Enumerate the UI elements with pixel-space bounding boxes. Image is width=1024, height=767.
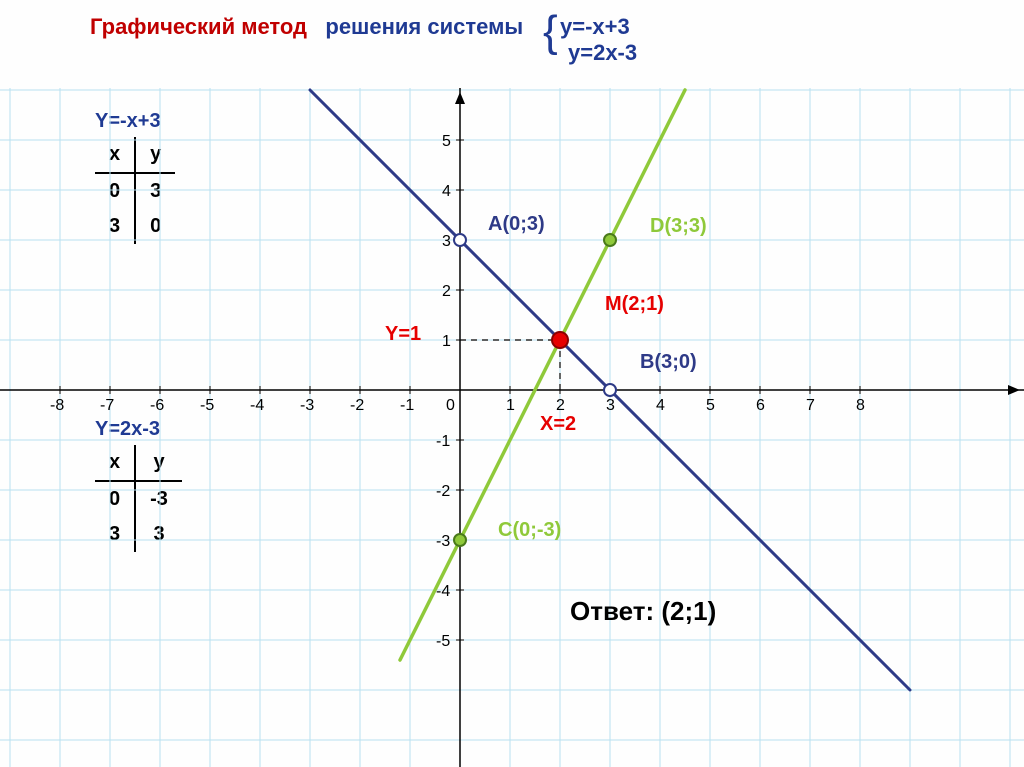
svg-text:-4: -4 [250, 397, 264, 414]
svg-text:-1: -1 [436, 433, 450, 450]
svg-text:-6: -6 [150, 397, 164, 414]
svg-text:-8: -8 [50, 397, 64, 414]
title: Графический метод решения системы [90, 14, 523, 40]
svg-text:-3: -3 [436, 533, 450, 550]
title-part2: решения системы [325, 14, 523, 39]
svg-text:-2: -2 [436, 483, 450, 500]
svg-text:0: 0 [446, 397, 455, 414]
svg-text:8: 8 [856, 397, 865, 414]
svg-text:-7: -7 [100, 397, 114, 414]
svg-text:D(3;3): D(3;3) [650, 215, 707, 237]
svg-text:C(0;-3): C(0;-3) [498, 519, 561, 541]
brace-icon: { [543, 10, 558, 54]
svg-text:4: 4 [442, 183, 451, 200]
eq2: y=2x-3 [560, 40, 637, 66]
svg-text:Y=1: Y=1 [385, 323, 421, 345]
svg-text:-5: -5 [436, 633, 450, 650]
svg-text:1: 1 [442, 333, 451, 350]
title-part1: Графический метод [90, 14, 307, 39]
svg-text:4: 4 [656, 397, 665, 414]
svg-text:3: 3 [606, 397, 615, 414]
svg-text:B(3;0): B(3;0) [640, 351, 697, 373]
svg-text:Ответ: (2;1): Ответ: (2;1) [570, 596, 716, 626]
svg-text:M(2;1): M(2;1) [605, 293, 664, 315]
svg-text:6: 6 [756, 397, 765, 414]
svg-text:-1: -1 [400, 397, 414, 414]
coordinate-chart: -8-7-6-5-4-3-2-1012345678-5-4-3-2-112345… [0, 88, 1024, 767]
svg-text:2: 2 [442, 283, 451, 300]
svg-text:A(0;3): A(0;3) [488, 213, 545, 235]
svg-text:5: 5 [442, 133, 451, 150]
svg-text:-2: -2 [350, 397, 364, 414]
svg-text:1: 1 [506, 397, 515, 414]
svg-text:-5: -5 [200, 397, 214, 414]
svg-text:7: 7 [806, 397, 815, 414]
svg-text:-3: -3 [300, 397, 314, 414]
svg-text:2: 2 [556, 397, 565, 414]
figure-canvas: Графический метод решения системы { y=-x… [0, 0, 1024, 767]
system-equations: y=-x+3 y=2x-3 [560, 14, 637, 66]
svg-text:5: 5 [706, 397, 715, 414]
svg-text:X=2: X=2 [540, 413, 576, 435]
eq1: y=-x+3 [560, 14, 637, 40]
svg-text:3: 3 [442, 233, 451, 250]
